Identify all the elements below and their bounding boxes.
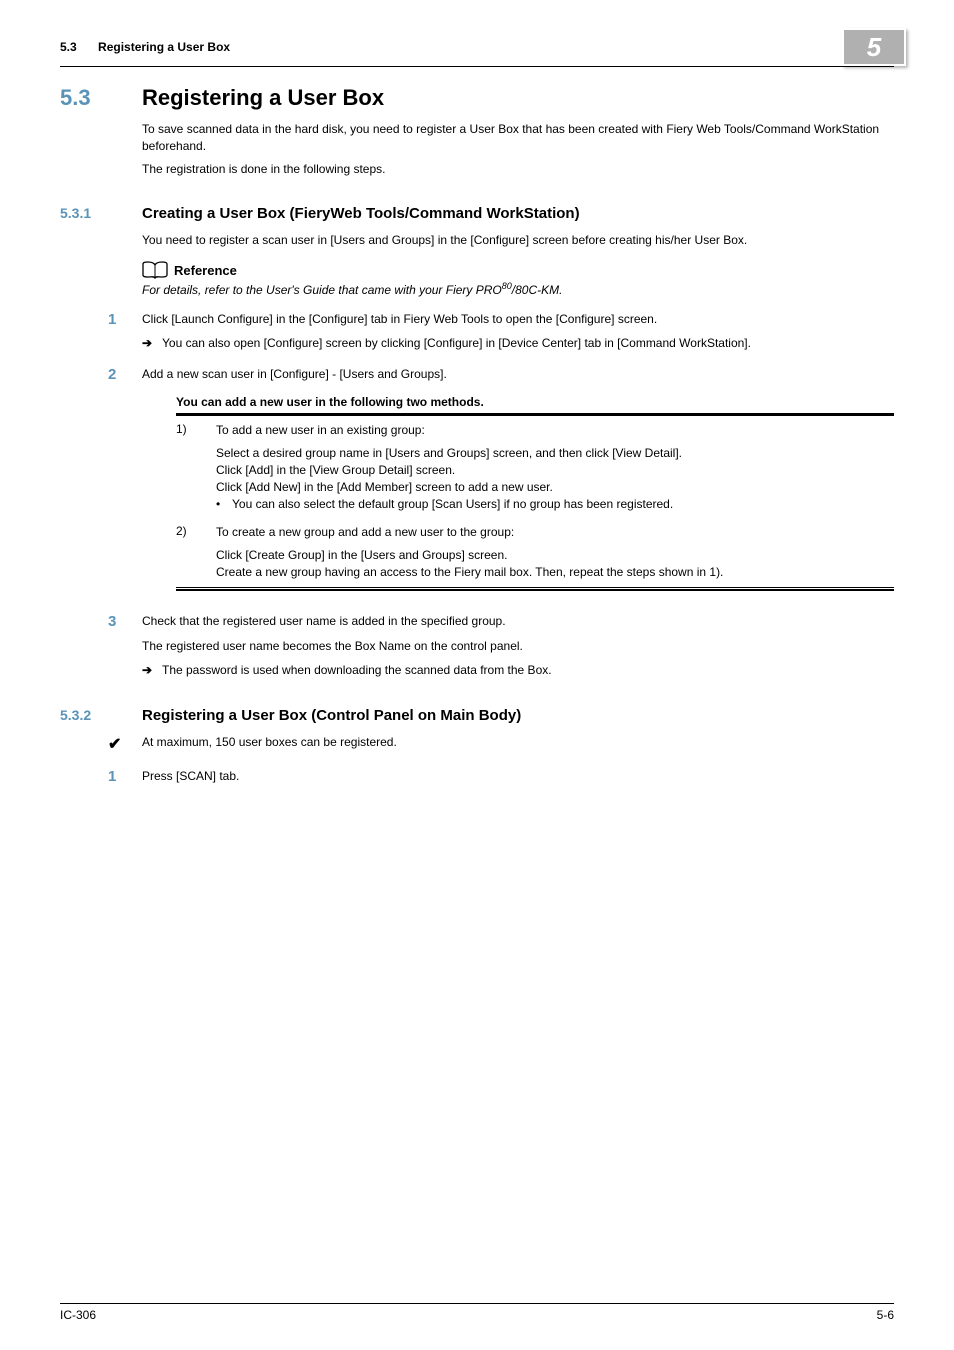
check-text: At maximum, 150 user boxes can be regist… bbox=[142, 734, 397, 751]
table-row-number: 2) bbox=[176, 524, 216, 538]
step-number: 1 bbox=[108, 768, 142, 785]
subsection-number: 5.3.2 bbox=[60, 707, 142, 723]
header-section-title: Registering a User Box bbox=[98, 40, 230, 54]
subsection-heading-531: 5.3.1 Creating a User Box (FieryWeb Tool… bbox=[60, 205, 894, 222]
step-3-substep: ➔ The password is used when downloading … bbox=[142, 662, 894, 679]
intro-paragraph-1: To save scanned data in the hard disk, y… bbox=[142, 121, 894, 155]
book-icon bbox=[142, 261, 168, 279]
table-row: 1) To add a new user in an existing grou… bbox=[176, 416, 894, 518]
footer-right: 5-6 bbox=[877, 1308, 894, 1322]
reference-text: For details, refer to the User's Guide t… bbox=[142, 281, 894, 297]
reference-heading: Reference bbox=[142, 261, 894, 279]
subsection-title: Creating a User Box (FieryWeb Tools/Comm… bbox=[142, 205, 580, 222]
step-text: Add a new scan user in [Configure] - [Us… bbox=[142, 366, 894, 383]
table-row-bullet-text: You can also select the default group [S… bbox=[232, 496, 673, 513]
step-number: 2 bbox=[108, 366, 142, 383]
reference-text-post: /80C-KM. bbox=[512, 283, 563, 297]
chapter-badge: 5 bbox=[844, 30, 904, 64]
arrow-icon: ➔ bbox=[142, 335, 162, 352]
section-heading: 5.3 Registering a User Box bbox=[60, 85, 894, 111]
bullet-icon: • bbox=[216, 496, 232, 513]
table-row-line: Create a new group having an access to t… bbox=[216, 564, 894, 581]
step-number: 3 bbox=[108, 613, 142, 630]
step-text: Click [Launch Configure] in the [Configu… bbox=[142, 311, 894, 328]
section-heading-number: 5.3 bbox=[60, 85, 142, 111]
table-row-lead: To add a new user in an existing group: bbox=[216, 422, 894, 439]
table-row-bullet: • You can also select the default group … bbox=[216, 496, 894, 513]
table-row-line: Click [Create Group] in the [Users and G… bbox=[216, 547, 894, 564]
check-note: ✔ At maximum, 150 user boxes can be regi… bbox=[60, 734, 894, 754]
header-section-number: 5.3 bbox=[60, 40, 77, 54]
table-head: You can add a new user in the following … bbox=[176, 395, 894, 413]
step-text: Press [SCAN] tab. bbox=[142, 768, 894, 785]
s531-paragraph: You need to register a scan user in [Use… bbox=[142, 232, 894, 249]
section-heading-title: Registering a User Box bbox=[142, 85, 384, 111]
reference-text-sup: 80 bbox=[502, 281, 512, 291]
table-row-line: Select a desired group name in [Users an… bbox=[216, 445, 894, 462]
step-1-sub-text: You can also open [Configure] screen by … bbox=[162, 335, 751, 352]
reference-text-pre: For details, refer to the User's Guide t… bbox=[142, 283, 502, 297]
running-header: 5.3 Registering a User Box 5 bbox=[60, 30, 894, 67]
step-1: 1 Click [Launch Configure] in the [Confi… bbox=[60, 311, 894, 352]
page-footer: IC-306 5-6 bbox=[60, 1303, 894, 1322]
step-1-substep: ➔ You can also open [Configure] screen b… bbox=[142, 335, 894, 352]
step-3: 3 Check that the registered user name is… bbox=[60, 613, 894, 679]
chapter-number: 5 bbox=[867, 32, 881, 63]
subsection-number: 5.3.1 bbox=[60, 205, 142, 221]
table-row-line: Click [Add New] in the [Add Member] scre… bbox=[216, 479, 894, 496]
table-row-number: 1) bbox=[176, 422, 216, 436]
reference-label: Reference bbox=[174, 263, 237, 278]
step-3-sub-text: The password is used when downloading th… bbox=[162, 662, 552, 679]
step-text: Check that the registered user name is a… bbox=[142, 613, 894, 630]
checkmark-icon: ✔ bbox=[108, 734, 142, 754]
intro-paragraph-2: The registration is done in the followin… bbox=[142, 161, 894, 178]
step-number: 1 bbox=[108, 311, 142, 328]
step-2: 2 Add a new scan user in [Configure] - [… bbox=[60, 366, 894, 383]
header-left: 5.3 Registering a User Box bbox=[60, 40, 230, 54]
subsection-title: Registering a User Box (Control Panel on… bbox=[142, 707, 521, 724]
step-3-paragraph: The registered user name becomes the Box… bbox=[142, 638, 894, 655]
table-row-lead: To create a new group and add a new user… bbox=[216, 524, 894, 541]
table-row-line: Click [Add] in the [View Group Detail] s… bbox=[216, 462, 894, 479]
arrow-icon: ➔ bbox=[142, 662, 162, 679]
footer-left: IC-306 bbox=[60, 1308, 96, 1322]
subsection-heading-532: 5.3.2 Registering a User Box (Control Pa… bbox=[60, 707, 894, 724]
table-row: 2) To create a new group and add a new u… bbox=[176, 518, 894, 586]
s532-step-1: 1 Press [SCAN] tab. bbox=[60, 768, 894, 785]
methods-table: You can add a new user in the following … bbox=[176, 395, 894, 590]
